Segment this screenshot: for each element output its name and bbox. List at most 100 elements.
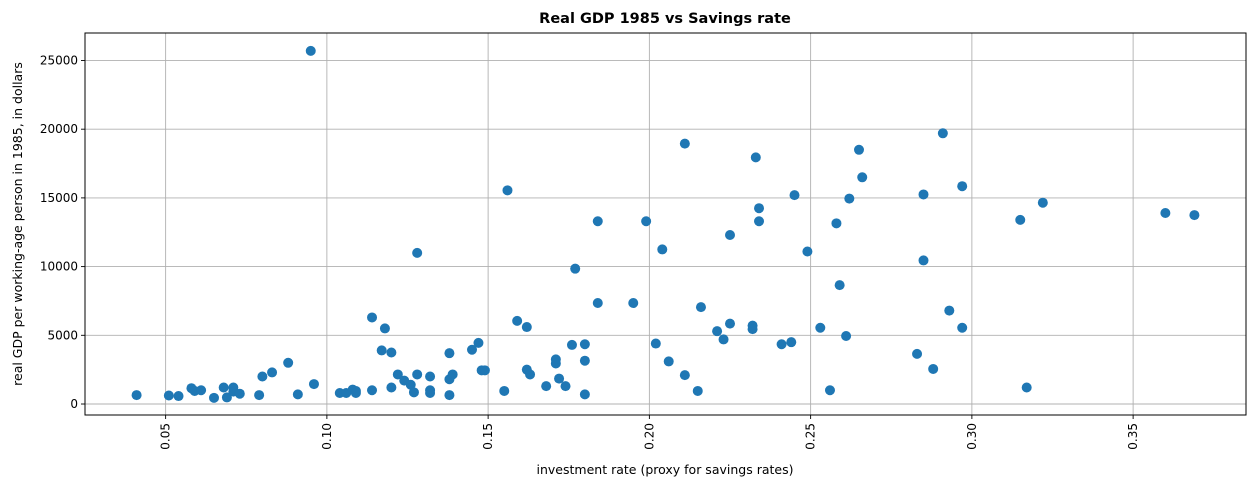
x-tick-label: 0.15 <box>481 423 495 450</box>
y-tick-label: 15000 <box>40 191 78 205</box>
x-tick-label: 0.35 <box>1126 423 1140 450</box>
chart-title: Real GDP 1985 vs Savings rate <box>539 11 791 27</box>
scatter-point <box>754 203 765 214</box>
y-tick-label: 20000 <box>40 122 78 136</box>
x-tick-label: 0.05 <box>159 423 173 450</box>
scatter-point <box>857 172 868 183</box>
scatter-point <box>776 339 787 350</box>
scatter-point <box>592 298 603 309</box>
scatter-point <box>405 379 416 390</box>
scatter-point <box>944 305 955 316</box>
scatter-point <box>725 229 735 240</box>
scatter-point <box>815 322 826 333</box>
scatter-point <box>937 128 948 139</box>
scatter-point <box>957 322 968 333</box>
scatter-point <box>834 280 845 291</box>
y-axis-label: real GDP per working-age person in 1985,… <box>10 62 25 386</box>
scatter-point <box>292 389 303 400</box>
y-tick-label: 10000 <box>40 260 78 274</box>
scatter-point <box>725 318 735 329</box>
scatter-point <box>267 367 278 378</box>
scatter-point <box>550 358 561 369</box>
scatter-point <box>841 330 852 341</box>
scatter-point <box>228 382 239 393</box>
scatter-point <box>1037 197 1048 208</box>
scatter-point <box>502 185 513 196</box>
scatter-point <box>695 302 706 313</box>
scatter-point <box>376 345 387 356</box>
scatter-point <box>541 381 552 392</box>
scatter-point <box>308 379 319 390</box>
scatter-point <box>444 348 455 359</box>
scatter-point <box>718 334 729 345</box>
scatter-point <box>386 347 397 358</box>
scatter-point <box>254 390 265 401</box>
scatter-point <box>425 371 436 382</box>
scatter-point <box>657 244 668 255</box>
scatter-point <box>379 323 390 334</box>
scatter-point <box>957 181 968 192</box>
scatter-point <box>412 369 423 380</box>
x-axis-ticks: 0.05 0.10 0.15 0.20 0.25 0.30 0.35 <box>159 415 1140 450</box>
scatter-point <box>221 392 232 403</box>
scatter-point <box>712 326 723 337</box>
scatter-point <box>473 337 484 348</box>
scatter-point <box>831 218 842 229</box>
scatter-point <box>283 357 294 368</box>
scatter-point <box>525 369 536 380</box>
scatter-point <box>444 390 455 401</box>
scatter-point <box>928 363 939 374</box>
scatter-point <box>570 263 581 274</box>
x-axis-label: investment rate (proxy for savings rates… <box>537 462 794 477</box>
scatter-point <box>641 216 652 227</box>
scatter-point <box>854 144 864 155</box>
scatter-point <box>679 370 690 381</box>
scatter-point <box>257 371 268 382</box>
y-tick-label: 0 <box>70 397 78 411</box>
scatter-point <box>499 385 510 396</box>
scatter-point <box>234 388 245 399</box>
scatter-point <box>747 324 758 335</box>
scatter-point <box>579 339 590 350</box>
scatter-point <box>408 387 419 398</box>
scatter-point <box>412 247 423 258</box>
y-tick-label: 5000 <box>47 328 78 342</box>
scatter-point <box>209 392 219 403</box>
scatter-point <box>131 390 142 401</box>
scatter-point <box>512 315 523 326</box>
scatter-point <box>844 193 855 204</box>
scatter-point <box>560 381 571 392</box>
scatter-point <box>1189 210 1200 221</box>
scatter-point <box>1021 382 1032 393</box>
scatter-point <box>824 385 835 396</box>
scatter-point <box>650 338 661 349</box>
scatter-point <box>1015 214 1026 225</box>
scatter-point <box>447 369 458 380</box>
scatter-point <box>392 369 403 380</box>
scatter-point <box>592 216 603 227</box>
scatter-point <box>305 45 316 56</box>
scatter-point <box>579 389 590 400</box>
grid-lines <box>85 33 1246 415</box>
plot-frame <box>84 32 1247 416</box>
x-tick-label: 0.25 <box>804 423 818 450</box>
scatter-point <box>918 189 929 200</box>
scatter-point <box>679 138 690 149</box>
scatter-point <box>173 391 184 402</box>
scatter-point <box>425 388 436 399</box>
scatter-point <box>579 355 590 366</box>
scatter-point <box>467 344 477 355</box>
scatter-point <box>566 339 577 350</box>
x-tick-label: 0.10 <box>320 423 334 450</box>
scatter-point <box>918 255 929 266</box>
scatter-point <box>367 312 378 323</box>
x-tick-label: 0.30 <box>965 423 979 450</box>
y-axis-ticks: 0 5000 10000 15000 20000 25000 <box>40 53 85 411</box>
scatter-point <box>350 388 361 399</box>
scatter-point <box>692 385 703 396</box>
scatter-point <box>750 152 761 163</box>
scatter-point <box>196 385 207 396</box>
scatter-point <box>802 246 813 257</box>
scatter-point <box>163 390 174 401</box>
